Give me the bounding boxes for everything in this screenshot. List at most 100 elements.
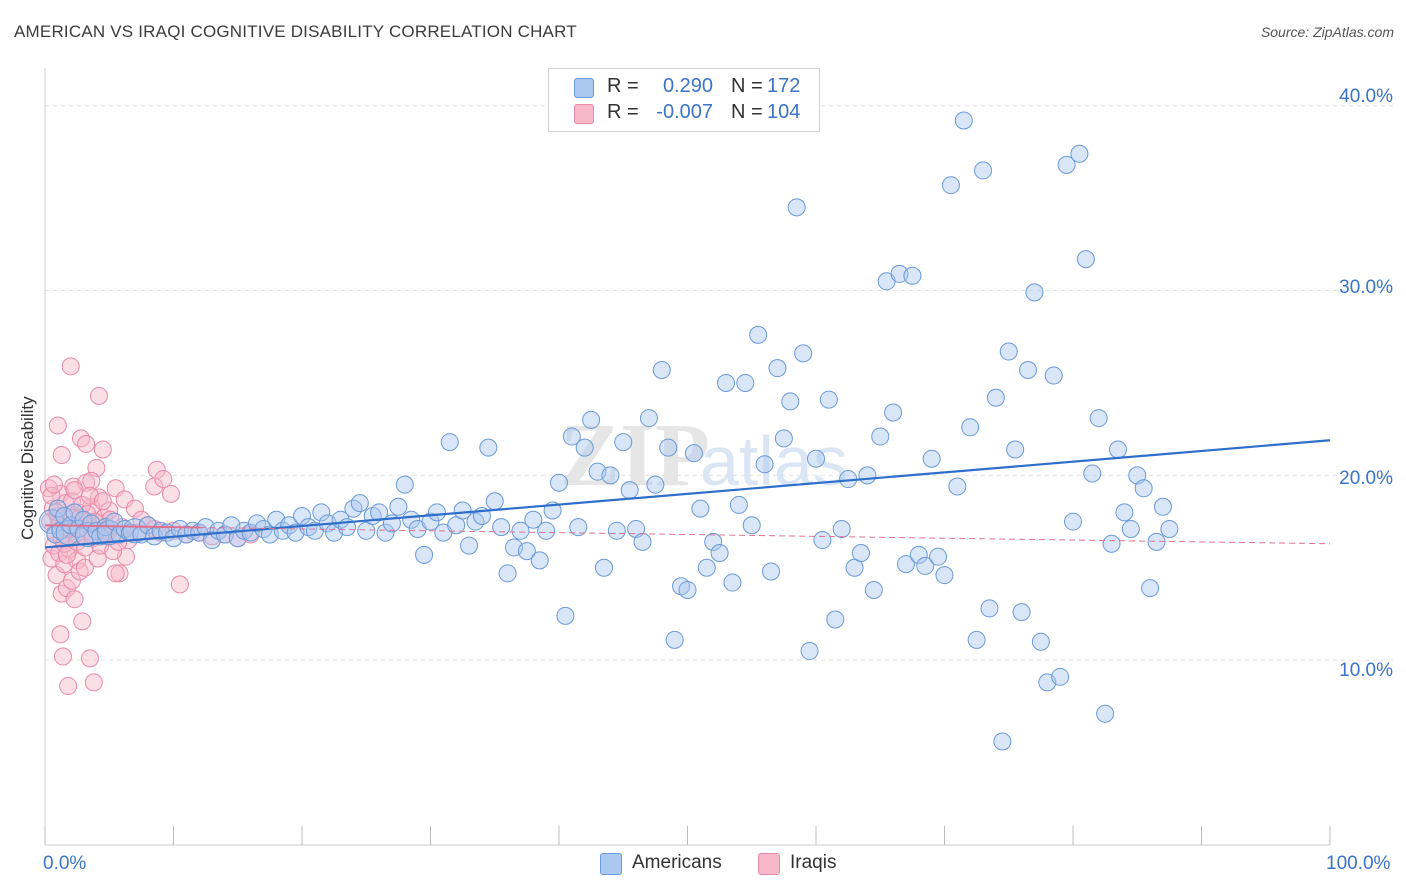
american-point (832, 519, 851, 538)
american-point (537, 521, 556, 540)
american-point (65, 503, 84, 522)
iraqi-point (73, 612, 92, 631)
r-label: R = (607, 75, 639, 97)
american-point (1064, 512, 1082, 531)
y-tick-20: 20.0% (1339, 468, 1393, 489)
american-point (1012, 603, 1031, 622)
american-point (1096, 704, 1115, 723)
stats-legend: R = 0.290 N = 172 R = -0.007 N = 104 (548, 68, 820, 132)
american-point (787, 198, 806, 217)
iraqi-point (110, 564, 129, 583)
iraqi-point (59, 677, 78, 696)
chart-title: AMERICAN VS IRAQI COGNITIVE DISABILITY C… (14, 22, 577, 41)
american-point (935, 566, 954, 585)
american-point (704, 532, 723, 551)
iraqi-point (106, 564, 125, 583)
american-point (807, 449, 825, 468)
american-point (742, 516, 761, 535)
american-point (569, 518, 588, 537)
american-point (550, 473, 568, 492)
legend-row-iraqis: R = -0.007 N = 104 (549, 101, 819, 125)
y-tick-40: 40.0% (1339, 86, 1393, 107)
americans-trendline (44, 439, 1331, 549)
american-point (999, 342, 1018, 361)
iraqis-legend-label: Iraqis (790, 852, 837, 873)
american-point (575, 438, 594, 457)
r-value: 0.290 (662, 75, 713, 97)
american-point (755, 455, 774, 474)
zipatlas-watermark: ZIP atlas (560, 406, 848, 505)
iraqi-point (70, 562, 89, 581)
american-point (479, 438, 498, 457)
american-point (312, 503, 331, 522)
iraqi-points (39, 357, 260, 696)
american-point (556, 606, 575, 625)
american-point (646, 475, 665, 494)
american-point (122, 518, 148, 544)
american-point (710, 543, 729, 562)
american-point (684, 444, 703, 463)
american-point (652, 361, 671, 380)
american-point (1006, 440, 1025, 459)
american-point (389, 497, 408, 516)
american-point (800, 641, 819, 660)
american-point (781, 392, 800, 411)
iraqi-point (50, 543, 69, 562)
american-point (961, 418, 980, 437)
american-point (91, 527, 110, 546)
american-point (350, 494, 369, 513)
american-point (993, 732, 1012, 751)
american-point (691, 499, 710, 518)
y-tick-30: 30.0% (1339, 277, 1393, 298)
iraqi-point (52, 446, 71, 465)
american-point (485, 492, 504, 511)
iraqi-point (62, 492, 81, 511)
american-point (941, 176, 960, 195)
iraqi-point (84, 673, 103, 692)
svg-text:ZIP: ZIP (560, 406, 710, 505)
american-point (607, 521, 626, 540)
american-point (427, 503, 446, 522)
axes (44, 68, 1331, 846)
iraqi-point (125, 499, 144, 518)
american-point (511, 521, 530, 540)
american-point (954, 111, 973, 130)
american-point (1025, 283, 1044, 302)
american-point (736, 373, 755, 392)
iraqi-point (161, 484, 180, 503)
american-point (633, 532, 652, 551)
iraqi-point (53, 647, 72, 666)
american-point (858, 466, 877, 485)
american-point (440, 433, 459, 452)
american-point (594, 558, 613, 577)
iraqi-point (71, 429, 90, 448)
american-point (1141, 579, 1160, 598)
american-point (415, 545, 434, 564)
american-point (524, 510, 543, 529)
r-value: -0.007 (656, 101, 713, 123)
american-point (948, 477, 967, 496)
american-point (768, 359, 787, 378)
american-point (922, 449, 941, 468)
x-tick-min: 0.0% (43, 853, 87, 874)
american-point (929, 547, 948, 566)
y-tick-10: 10.0% (1339, 660, 1393, 681)
american-point (717, 373, 736, 392)
american-point (916, 556, 935, 575)
americans-legend-label: Americans (632, 852, 722, 873)
americans-legend-swatch (600, 853, 622, 875)
iraqi-point (115, 490, 134, 509)
n-value: 104 (767, 101, 801, 123)
r-label: R = (607, 101, 639, 123)
american-point (871, 427, 890, 446)
american-point (370, 503, 389, 522)
american-point (492, 518, 511, 537)
american-point (794, 344, 813, 363)
y-axis-label: Cognitive Disability (18, 396, 37, 540)
iraqis-trendline-dashed (199, 526, 1331, 545)
american-point (986, 388, 1005, 407)
iraqi-point (65, 481, 84, 500)
american-point (967, 630, 986, 649)
american-point (665, 630, 684, 649)
american-point (909, 545, 928, 564)
